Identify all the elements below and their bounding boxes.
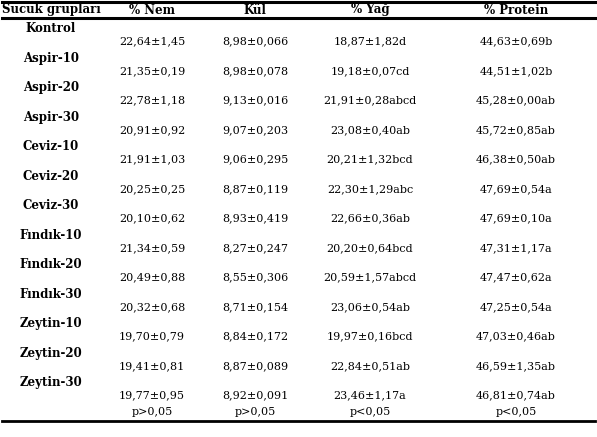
Text: 47,03±0,46ab: 47,03±0,46ab — [476, 332, 556, 342]
Text: 19,70±0,79: 19,70±0,79 — [119, 332, 185, 342]
Text: 8,87±0,119: 8,87±0,119 — [222, 184, 288, 194]
Text: 20,25±0,25: 20,25±0,25 — [119, 184, 185, 194]
Text: 9,06±0,295: 9,06±0,295 — [222, 155, 288, 165]
Text: 46,59±1,35ab: 46,59±1,35ab — [476, 361, 556, 371]
Text: p<0,05: p<0,05 — [496, 407, 537, 417]
Text: 47,69±0,10a: 47,69±0,10a — [479, 214, 552, 224]
Text: 46,38±0,50ab: 46,38±0,50ab — [476, 155, 556, 165]
Text: 8,98±0,066: 8,98±0,066 — [222, 37, 288, 46]
Text: 19,41±0,81: 19,41±0,81 — [119, 361, 185, 371]
Text: 8,93±0,419: 8,93±0,419 — [222, 214, 288, 224]
Text: 22,78±1,18: 22,78±1,18 — [119, 96, 185, 105]
Text: 9,07±0,203: 9,07±0,203 — [222, 125, 288, 135]
Text: 23,46±1,17a: 23,46±1,17a — [334, 391, 407, 401]
Text: 47,25±0,54a: 47,25±0,54a — [479, 302, 552, 312]
Text: 22,64±1,45: 22,64±1,45 — [119, 37, 185, 46]
Text: 8,55±0,306: 8,55±0,306 — [222, 273, 288, 283]
Text: 44,51±1,02b: 44,51±1,02b — [479, 66, 553, 76]
Text: 8,98±0,078: 8,98±0,078 — [222, 66, 288, 76]
Text: 8,71±0,154: 8,71±0,154 — [222, 302, 288, 312]
Text: Ceviz-30: Ceviz-30 — [23, 199, 79, 212]
Text: % Protein: % Protein — [484, 3, 548, 17]
Text: Kontrol: Kontrol — [26, 22, 76, 35]
Text: 45,72±0,85ab: 45,72±0,85ab — [476, 125, 556, 135]
Text: Aspir-20: Aspir-20 — [23, 81, 79, 94]
Text: Sucuk grupları: Sucuk grupları — [2, 3, 100, 17]
Text: Kül: Kül — [244, 3, 266, 17]
Text: 19,77±0,95: 19,77±0,95 — [119, 391, 185, 401]
Text: 45,28±0,00ab: 45,28±0,00ab — [476, 96, 556, 105]
Text: 20,20±0,64bcd: 20,20±0,64bcd — [327, 243, 413, 253]
Text: 20,49±0,88: 20,49±0,88 — [119, 273, 185, 283]
Text: 21,35±0,19: 21,35±0,19 — [119, 66, 185, 76]
Text: 20,59±1,57abcd: 20,59±1,57abcd — [324, 273, 417, 283]
Text: Ceviz-10: Ceviz-10 — [23, 140, 79, 153]
Text: Aspir-10: Aspir-10 — [23, 52, 79, 65]
Text: 44,63±0,69b: 44,63±0,69b — [479, 37, 553, 46]
Text: Fındık-10: Fındık-10 — [20, 229, 82, 242]
Text: 46,81±0,74ab: 46,81±0,74ab — [476, 391, 556, 401]
Text: Zeytin-10: Zeytin-10 — [20, 317, 82, 330]
Text: 22,30±1,29abc: 22,30±1,29abc — [327, 184, 413, 194]
Text: Aspir-30: Aspir-30 — [23, 111, 79, 124]
Text: 8,84±0,172: 8,84±0,172 — [222, 332, 288, 342]
Text: p<0,05: p<0,05 — [349, 407, 390, 417]
Text: 20,21±1,32bcd: 20,21±1,32bcd — [327, 155, 413, 165]
Text: p>0,05: p>0,05 — [235, 407, 276, 417]
Text: 22,66±0,36ab: 22,66±0,36ab — [330, 214, 410, 224]
Text: 21,91±1,03: 21,91±1,03 — [119, 155, 185, 165]
Text: Ceviz-20: Ceviz-20 — [23, 170, 79, 183]
Text: Fındık-20: Fındık-20 — [20, 258, 82, 271]
Text: 20,32±0,68: 20,32±0,68 — [119, 302, 185, 312]
Text: 8,27±0,247: 8,27±0,247 — [222, 243, 288, 253]
Text: Zeytin-30: Zeytin-30 — [20, 376, 82, 389]
Text: % Yağ: % Yağ — [350, 3, 389, 17]
Text: 9,13±0,016: 9,13±0,016 — [222, 96, 288, 105]
Text: 20,10±0,62: 20,10±0,62 — [119, 214, 185, 224]
Text: Zeytin-20: Zeytin-20 — [20, 347, 82, 360]
Text: p>0,05: p>0,05 — [131, 407, 173, 417]
Text: 19,97±0,16bcd: 19,97±0,16bcd — [327, 332, 413, 342]
Text: 23,08±0,40ab: 23,08±0,40ab — [330, 125, 410, 135]
Text: 18,87±1,82d: 18,87±1,82d — [334, 37, 407, 46]
Text: 21,34±0,59: 21,34±0,59 — [119, 243, 185, 253]
Text: 23,06±0,54ab: 23,06±0,54ab — [330, 302, 410, 312]
Text: % Nem: % Nem — [129, 3, 175, 17]
Text: 8,92±0,091: 8,92±0,091 — [222, 391, 288, 401]
Text: 21,91±0,28abcd: 21,91±0,28abcd — [324, 96, 417, 105]
Text: 19,18±0,07cd: 19,18±0,07cd — [330, 66, 410, 76]
Text: 47,47±0,62a: 47,47±0,62a — [479, 273, 552, 283]
Text: 20,91±0,92: 20,91±0,92 — [119, 125, 185, 135]
Text: 47,69±0,54a: 47,69±0,54a — [479, 184, 552, 194]
Text: 47,31±1,17a: 47,31±1,17a — [479, 243, 552, 253]
Text: 8,87±0,089: 8,87±0,089 — [222, 361, 288, 371]
Text: Fındık-30: Fındık-30 — [20, 288, 82, 301]
Text: 22,84±0,51ab: 22,84±0,51ab — [330, 361, 410, 371]
